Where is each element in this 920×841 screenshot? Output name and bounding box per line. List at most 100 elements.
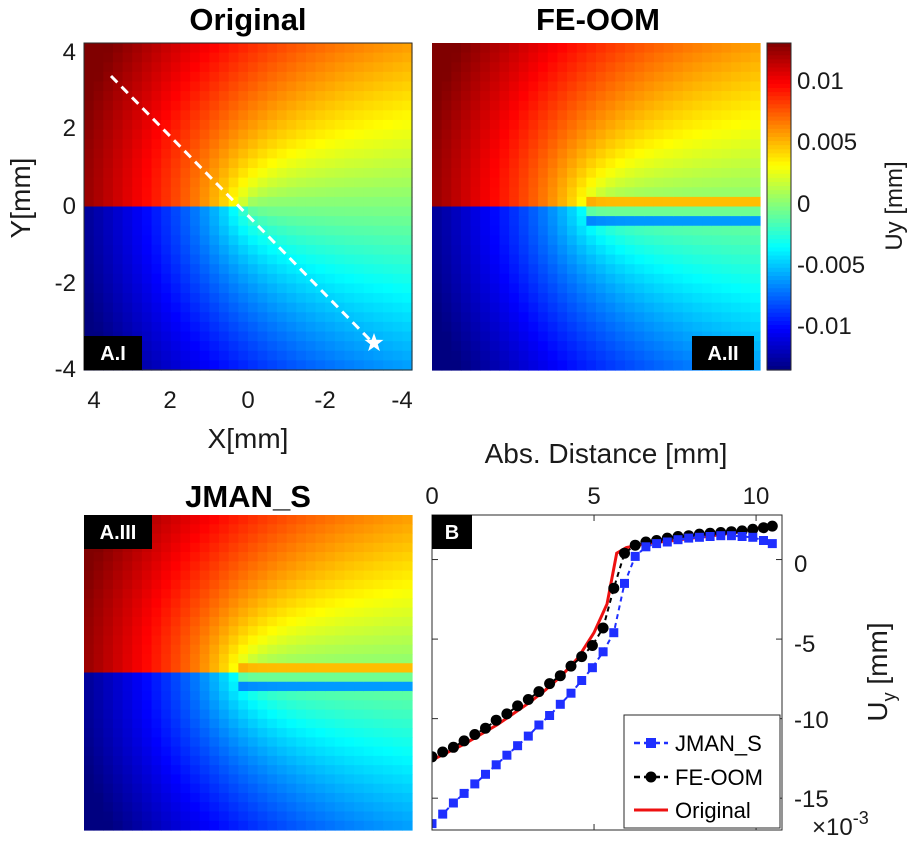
heatmap-cell <box>132 216 143 227</box>
heatmap-cell <box>209 774 220 785</box>
heatmap-cell <box>296 244 307 256</box>
heatmap-cell <box>93 52 104 63</box>
heatmap-cell <box>248 589 259 599</box>
heatmap-cell <box>199 360 211 371</box>
heatmap-cell <box>499 43 510 54</box>
heatmap-cell <box>276 691 288 701</box>
heatmap-cell <box>276 515 288 525</box>
heatmap-cell <box>296 321 307 333</box>
heatmap-cell <box>122 709 133 720</box>
heatmap-cell <box>132 119 143 131</box>
heatmap-cell <box>334 635 346 646</box>
heatmap-cell <box>190 626 201 637</box>
heatmap-cell <box>170 196 182 208</box>
heatmap-cell <box>402 119 413 131</box>
heatmap-cell <box>122 570 133 581</box>
heatmap-cell <box>315 254 326 265</box>
heatmap-cell <box>93 552 104 562</box>
colorbar-segment <box>767 190 791 195</box>
heatmap-cell <box>499 244 510 256</box>
heatmap-cell <box>161 691 172 701</box>
heatmap-cell <box>267 321 278 333</box>
heatmap-cell <box>567 52 578 63</box>
heatmap-cell <box>228 783 239 794</box>
colorbar-segment <box>767 83 791 89</box>
heatmap-cell <box>315 524 326 535</box>
heatmap-cell <box>257 216 268 227</box>
heatmap-cell <box>499 187 510 198</box>
heatmap-cell <box>576 206 587 217</box>
heatmap-cell <box>692 177 703 188</box>
heatmap-cell <box>392 129 403 140</box>
heatmap-cell <box>141 774 153 785</box>
heatmap-cell <box>586 302 597 313</box>
heatmap-cell <box>373 235 384 246</box>
heatmap-cell <box>84 100 95 111</box>
heatmap-cell <box>721 100 732 111</box>
heatmap-cell <box>103 206 114 217</box>
heatmap-cell <box>334 746 346 757</box>
heatmap-cell <box>673 216 684 227</box>
heatmap-cell <box>344 71 355 83</box>
heatmap-cell <box>634 177 645 188</box>
heatmap-cell <box>93 644 104 655</box>
heatmap-cell <box>199 552 211 562</box>
heatmap-cell <box>750 341 761 352</box>
heatmap-cell <box>257 755 268 766</box>
heatmap-cell <box>122 148 133 160</box>
heatmap-cell <box>363 225 375 236</box>
colorbar-segment <box>767 51 791 56</box>
colorbar-segment <box>767 79 791 85</box>
heatmap-cell <box>344 168 355 179</box>
heatmap-cell <box>711 273 723 285</box>
colorbar-segment <box>767 275 791 281</box>
colorbar-segment <box>767 63 791 69</box>
heatmap-cell <box>354 728 365 738</box>
heatmap-cell <box>257 552 268 562</box>
heatmap-cell <box>567 331 578 342</box>
heatmap-cell <box>305 561 317 572</box>
heatmap-cell <box>180 62 191 73</box>
heatmap-cell <box>84 177 95 188</box>
heatmap-cell <box>499 331 510 342</box>
heatmap-cell <box>344 820 355 831</box>
heatmap-cell <box>711 52 723 63</box>
heatmap-cell <box>363 765 375 776</box>
heatmap-cell <box>296 119 307 131</box>
heatmap-cell <box>354 350 365 361</box>
heatmap-cell <box>276 264 288 275</box>
heatmap-cell <box>161 62 172 73</box>
heatmap-cell <box>276 254 288 265</box>
heatmap-cell <box>441 225 452 236</box>
heatmap-cell <box>161 746 172 757</box>
heatmap-cell <box>509 225 520 236</box>
heatmap-cell <box>392 755 403 766</box>
heatmap-cell <box>161 515 172 525</box>
heatmap-cell <box>228 187 239 198</box>
heatmap-cell <box>682 216 694 227</box>
heatmap-cell <box>557 129 568 140</box>
heatmap-cell <box>344 321 355 333</box>
heatmap-cell <box>315 62 326 73</box>
heatmap-cell <box>305 321 317 333</box>
heatmap-cell <box>248 254 259 265</box>
heatmap-cell <box>354 700 365 711</box>
heatmap-cell <box>383 168 394 179</box>
heatmap-cell <box>296 737 307 748</box>
heatmap-cell <box>219 139 230 150</box>
heatmap-cell <box>151 187 162 198</box>
heatmap-cell <box>392 312 403 323</box>
heatmap-cell <box>267 81 278 92</box>
heatmap-cell <box>402 542 413 553</box>
heatmap-cell <box>103 589 114 599</box>
heatmap-cell <box>228 792 239 803</box>
heatmap-cell <box>334 71 346 83</box>
heatmap-cell <box>161 350 172 361</box>
heatmap-cell <box>228 244 239 256</box>
heatmap-cell <box>103 718 114 729</box>
heatmap-cell <box>325 653 336 664</box>
heatmap-cell <box>528 148 539 160</box>
heatmap-cell <box>373 321 384 333</box>
heatmap-cell <box>151 148 162 160</box>
heatmap-cell <box>373 264 384 275</box>
